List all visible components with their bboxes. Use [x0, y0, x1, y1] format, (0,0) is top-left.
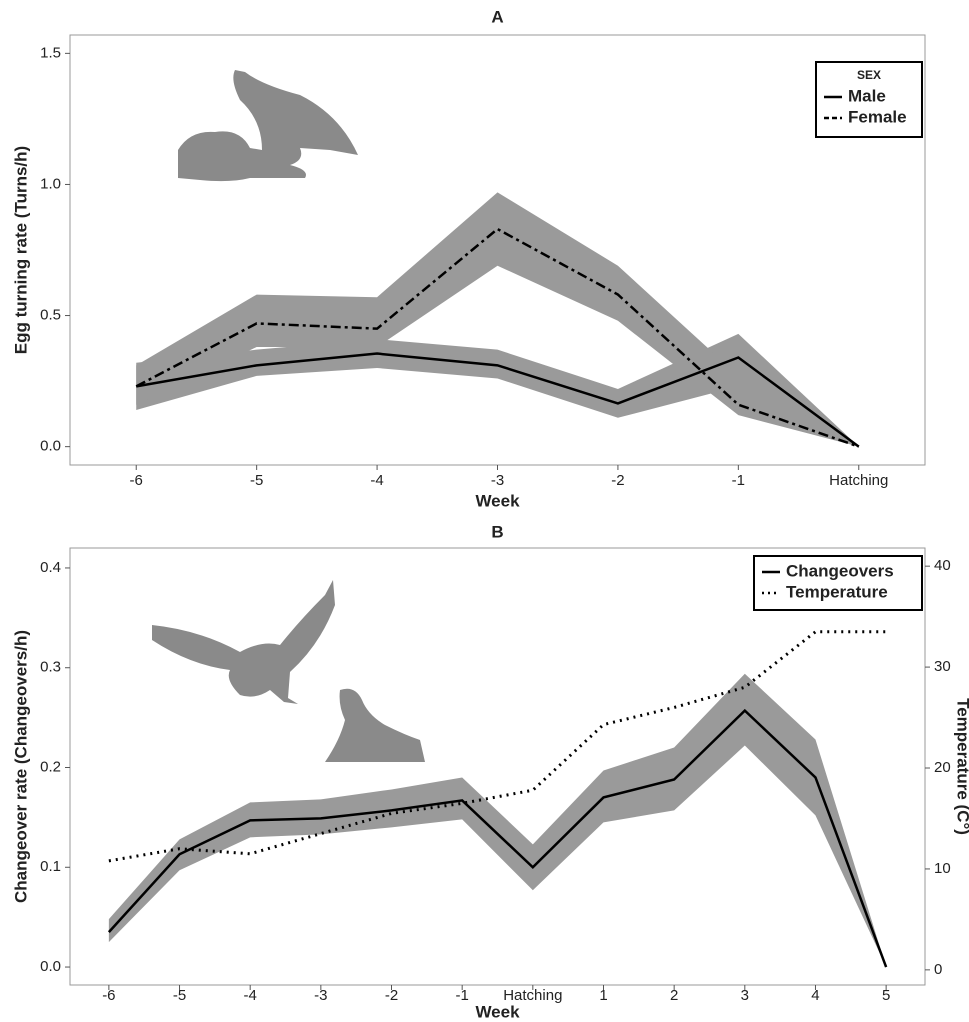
y-tick-label: 0.4 [40, 559, 61, 576]
x-tick-label: 5 [882, 987, 890, 1004]
x-tick-label: -2 [611, 472, 624, 489]
y2-tick-label: 30 [934, 658, 951, 675]
y-tick-label: 0.1 [40, 858, 61, 875]
silhouettes [152, 70, 425, 762]
y2-tick-label: 0 [934, 961, 942, 978]
x-axis-title: Week [475, 491, 520, 510]
x-tick-label: Hatching [829, 472, 888, 489]
x-tick-label: 4 [811, 987, 819, 1004]
x-tick-label: 2 [670, 987, 678, 1004]
y2-tick-label: 20 [934, 759, 951, 776]
confidence-band [136, 192, 859, 447]
confidence-band [108, 673, 887, 968]
legend-label: Female [848, 107, 907, 126]
x-tick-label: -6 [102, 987, 115, 1004]
legend-box [815, 61, 923, 138]
legend-label: Changeovers [786, 561, 894, 580]
y-tick-label: 1.5 [40, 44, 61, 61]
y-tick-label: 0.0 [40, 958, 61, 975]
x-tick-label: Hatching [503, 987, 562, 1004]
y-axis-title: Changeover rate (Changeovers/h) [11, 630, 30, 903]
series-line [136, 352, 860, 448]
x-axis-title: Week [475, 1002, 520, 1021]
legend-box [753, 555, 923, 611]
y2-axis-title: Temperature (C°) [954, 698, 969, 835]
x-tick-label: -5 [250, 472, 263, 489]
y2-tick-label: 40 [934, 557, 951, 574]
legend-label: Male [848, 86, 886, 105]
x-tick-label: -1 [732, 472, 745, 489]
panel-title: A [491, 7, 503, 26]
x-tick-label: -4 [370, 472, 383, 489]
panel-title: B [491, 522, 503, 541]
x-tick-label: -3 [314, 987, 327, 1004]
y2-tick-label: 10 [934, 860, 951, 877]
x-tick-label: -4 [244, 987, 257, 1004]
eagle-nest-icon [178, 70, 358, 182]
flying-eagle-icon [152, 580, 335, 704]
y-tick-label: 1.0 [40, 175, 61, 192]
y-tick-label: 0.2 [40, 758, 61, 775]
y-tick-label: 0.5 [40, 307, 61, 324]
legend-title: SEX [857, 68, 881, 82]
x-tick-label: 1 [599, 987, 607, 1004]
y-tick-label: 0.3 [40, 659, 61, 676]
plot-frame [69, 547, 926, 986]
x-tick-label: -3 [491, 472, 504, 489]
x-tick-label: -2 [385, 987, 398, 1004]
x-tick-label: -5 [173, 987, 186, 1004]
y-axis-title: Egg turning rate (Turns/h) [11, 146, 30, 354]
series-line [107, 708, 888, 968]
series-line [135, 227, 860, 448]
x-tick-label: -1 [455, 987, 468, 1004]
x-tick-label: -6 [130, 472, 143, 489]
x-tick-label: 3 [741, 987, 749, 1004]
perched-eagle-icon [325, 688, 425, 762]
y-tick-label: 0.0 [40, 438, 61, 455]
legend-label: Temperature [786, 582, 888, 601]
